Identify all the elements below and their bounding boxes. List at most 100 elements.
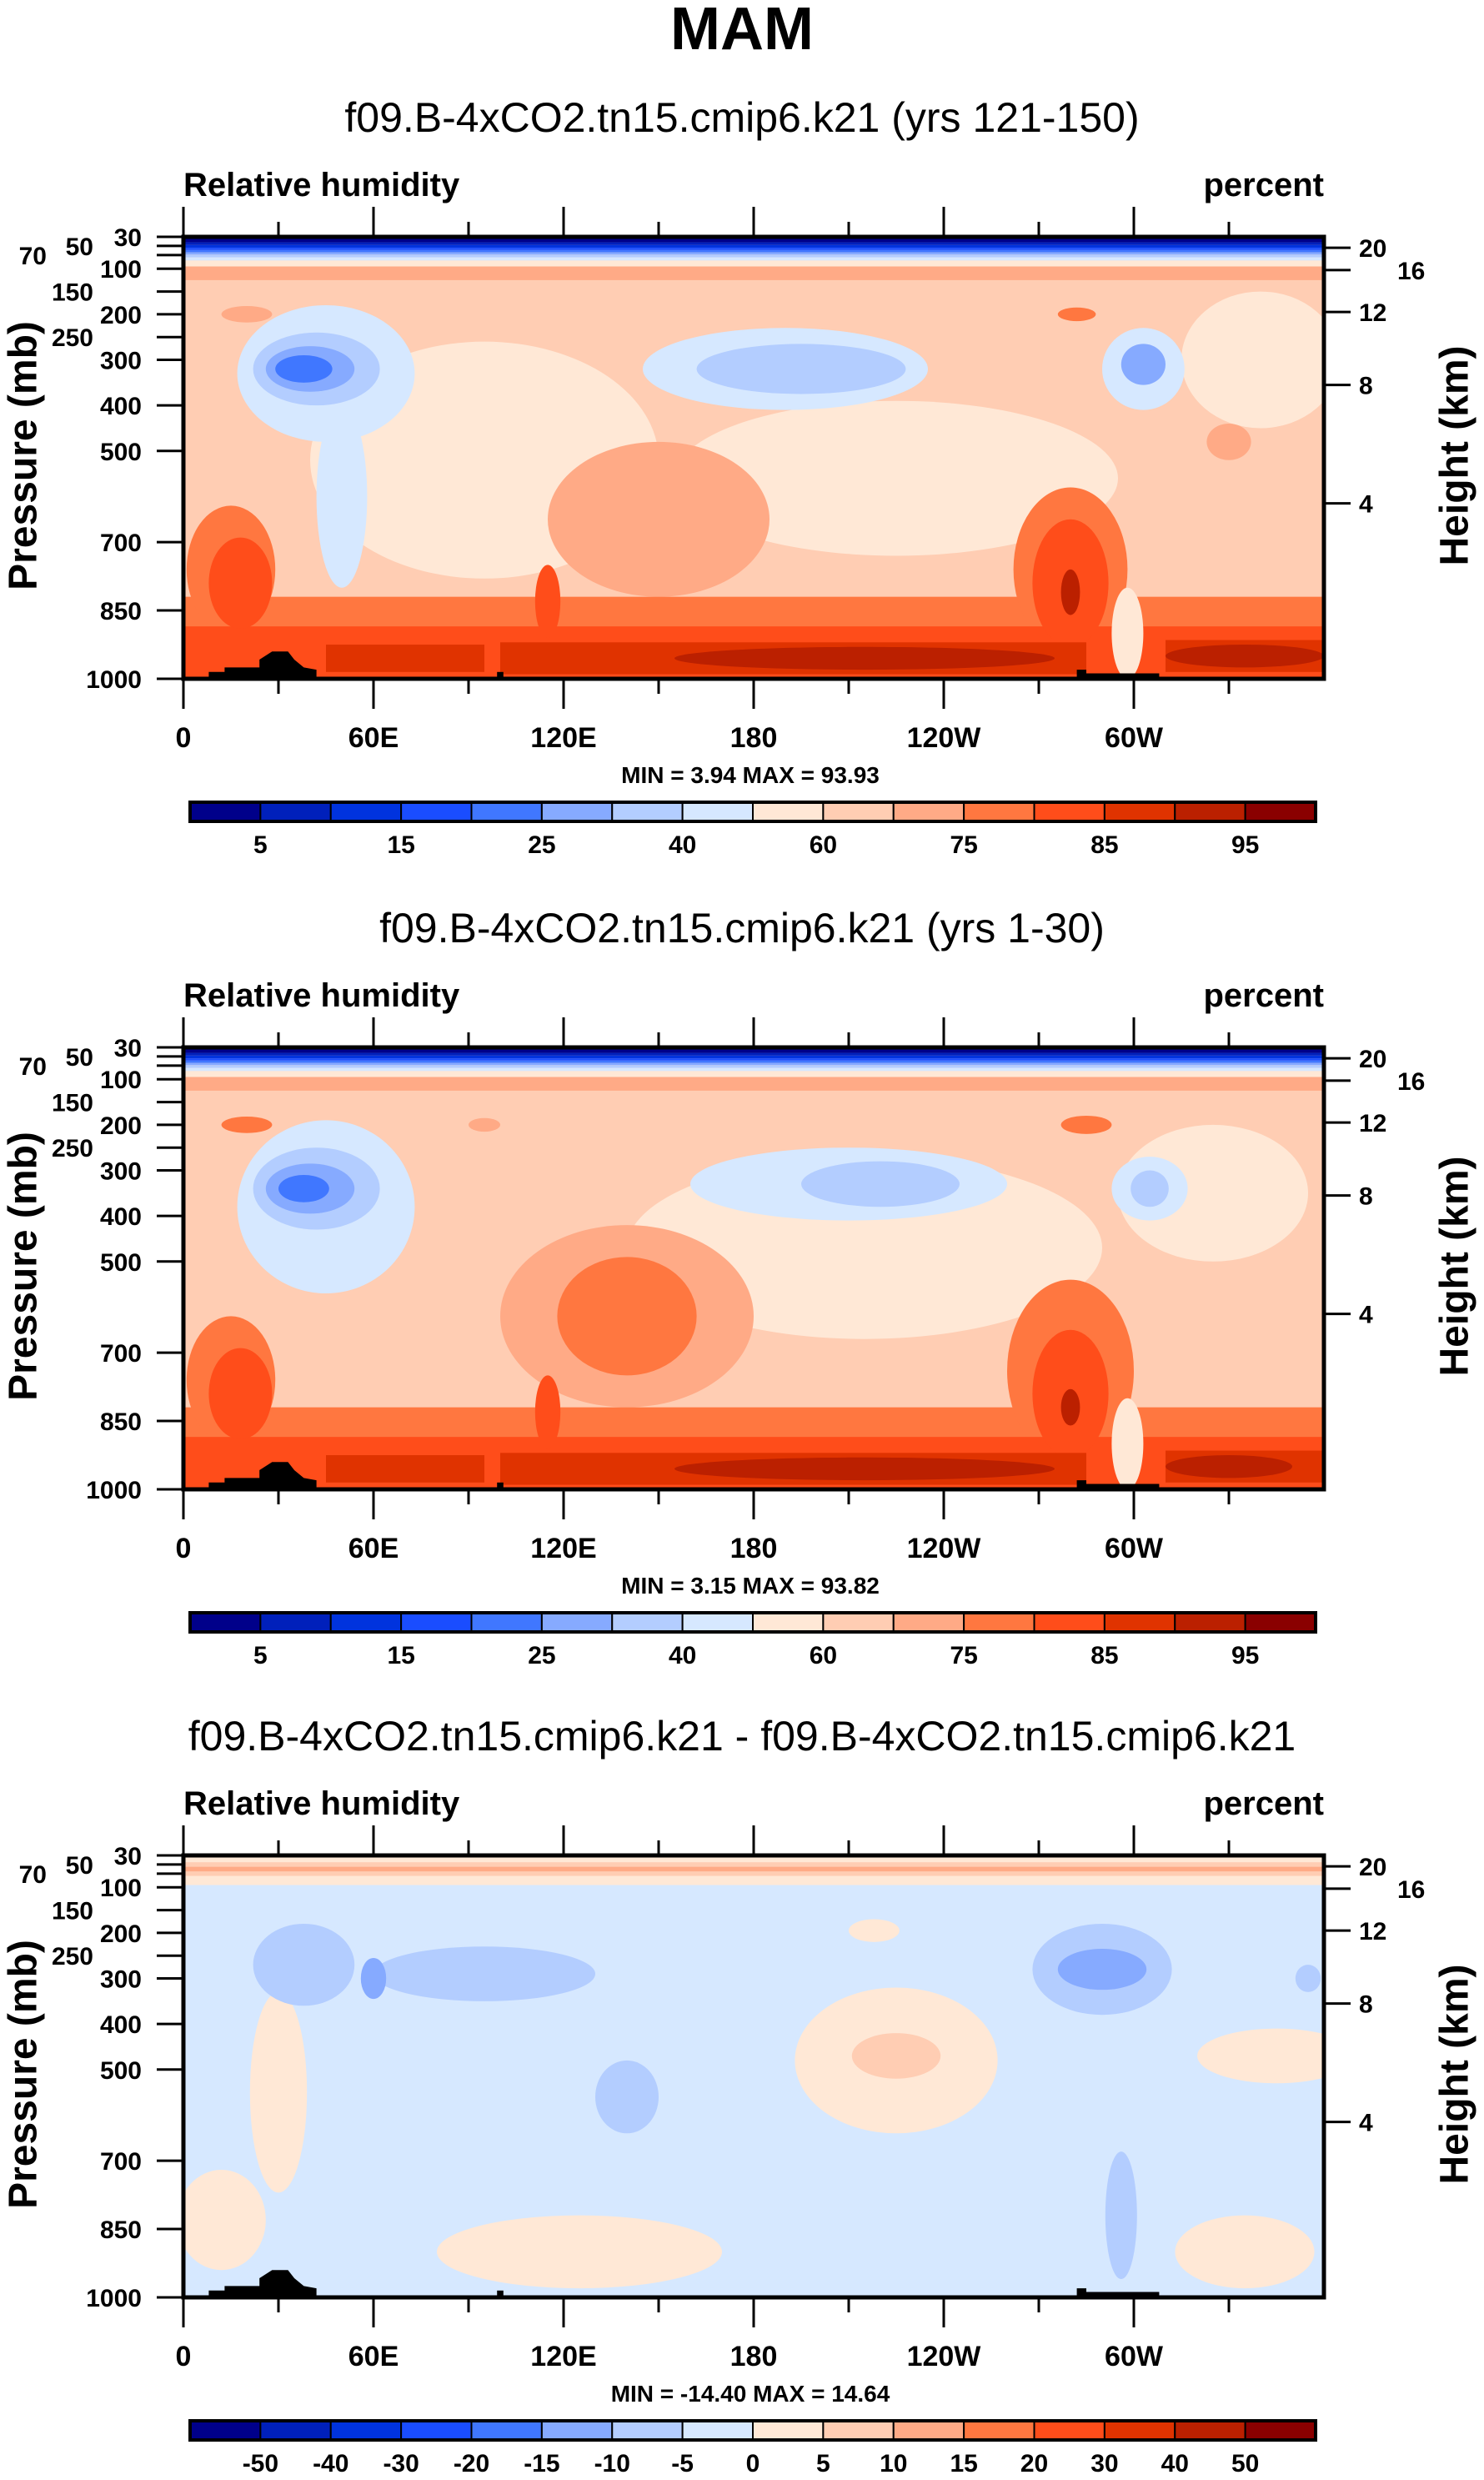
y-tick-label: 100 bbox=[100, 1875, 142, 1902]
contour-region bbox=[437, 2215, 722, 2289]
colorbar-label: 30 bbox=[1090, 2450, 1118, 2477]
x-tick-label: 180 bbox=[730, 722, 778, 754]
colorbar-label: 15 bbox=[387, 831, 414, 859]
colorbar-box bbox=[540, 1612, 614, 1633]
y2-tick-label: 4 bbox=[1359, 2110, 1373, 2137]
colorbar-label: 60 bbox=[810, 831, 837, 859]
y-tick-label: 250 bbox=[52, 1943, 93, 1970]
colorbar-label: 40 bbox=[669, 831, 696, 859]
colorbar-box bbox=[681, 1612, 754, 1633]
colorbar-label: 20 bbox=[1020, 2450, 1048, 2477]
land-mask bbox=[208, 2270, 317, 2297]
colorbar-label: 5 bbox=[253, 831, 268, 859]
contour-fills bbox=[183, 1855, 1324, 2297]
y-tick-label: 100 bbox=[100, 1067, 142, 1094]
contour-region bbox=[1060, 1115, 1112, 1134]
contour-region bbox=[557, 1257, 697, 1376]
contour-band bbox=[183, 1065, 1324, 1068]
contour-region bbox=[1111, 587, 1144, 679]
colorbar-box bbox=[189, 2420, 262, 2441]
y-tick-label: 400 bbox=[100, 393, 142, 420]
contour-region bbox=[1206, 424, 1251, 460]
y-tick-label: 150 bbox=[52, 1898, 93, 1925]
contour-band bbox=[183, 260, 1324, 267]
colorbar: 5 15 25 40 60 75 85 95 bbox=[188, 801, 1317, 859]
contour-band bbox=[326, 1455, 484, 1483]
contour-region bbox=[1057, 307, 1096, 322]
y-tick-label: 150 bbox=[52, 279, 93, 307]
x-tick-label: 0 bbox=[176, 1533, 192, 1564]
contour-region bbox=[208, 537, 273, 629]
contour-band bbox=[183, 248, 1324, 250]
contour-region bbox=[275, 355, 333, 383]
contour-band bbox=[183, 252, 1324, 255]
colorbar-frame bbox=[188, 801, 1317, 823]
y2-tick-label: 16 bbox=[1397, 258, 1425, 285]
y-tick-label: 200 bbox=[100, 1920, 142, 1948]
contour-region bbox=[696, 344, 906, 394]
colorbar-label: 25 bbox=[528, 1642, 555, 1669]
colorbar-box bbox=[822, 1612, 895, 1633]
y-tick-label: 150 bbox=[52, 1090, 93, 1117]
x-tick-label: 120W bbox=[907, 2341, 982, 2372]
colorbar-box bbox=[611, 1612, 684, 1633]
contour-region bbox=[534, 565, 561, 638]
y-tick-label: 70 bbox=[19, 1861, 47, 1889]
y2-tick-label: 16 bbox=[1397, 1068, 1425, 1096]
x-tick-label: 120E bbox=[530, 722, 596, 754]
y-tick-label: 500 bbox=[100, 439, 142, 466]
colorbar-box bbox=[1244, 1612, 1316, 1633]
x-tick-label: 120W bbox=[907, 722, 982, 754]
land-mask bbox=[1076, 2288, 1160, 2297]
y-tick-label: 300 bbox=[100, 1158, 142, 1186]
y2-tick-label: 20 bbox=[1359, 1046, 1386, 1073]
colorbar-box bbox=[1174, 1612, 1246, 1633]
contour-region bbox=[1166, 645, 1324, 668]
y2-tick-label: 8 bbox=[1359, 373, 1373, 400]
y2-axis-title: Height (km) bbox=[1432, 1156, 1477, 1377]
x-tick-label: 60E bbox=[348, 2341, 399, 2372]
x-tick-label: 60W bbox=[1105, 1533, 1164, 1564]
panel-subtitle: f09.B-4xCO2.tn15.cmip6.k21 (yrs 121-150) bbox=[344, 94, 1140, 141]
contour-region bbox=[674, 400, 1118, 556]
contour-band bbox=[183, 1055, 1324, 1059]
colorbar-label: -30 bbox=[383, 2450, 419, 2477]
contour-region bbox=[1060, 1388, 1080, 1426]
colorbar-label: 85 bbox=[1090, 831, 1118, 859]
contour-region bbox=[249, 1991, 308, 2193]
colorbar-box bbox=[963, 1612, 1035, 1633]
colorbar-label: -10 bbox=[594, 2450, 630, 2477]
land-mask bbox=[208, 651, 317, 679]
y-tick-label: 50 bbox=[66, 1852, 93, 1880]
colorbar-frame bbox=[188, 1611, 1317, 1634]
contour-region bbox=[1060, 569, 1080, 615]
colorbar-box bbox=[963, 801, 1035, 822]
x-tick-label: 180 bbox=[730, 1533, 778, 1564]
colorbar-label: 25 bbox=[528, 831, 555, 859]
contour-band bbox=[183, 1062, 1324, 1066]
colorbar-box bbox=[1244, 2420, 1316, 2441]
colorbar-label: 10 bbox=[880, 2450, 907, 2477]
contour-fills bbox=[183, 237, 1324, 679]
y2-tick-label: 12 bbox=[1359, 1918, 1386, 1945]
colorbar-label: -50 bbox=[243, 2450, 278, 2477]
colorbar-label: 15 bbox=[387, 1642, 414, 1669]
colorbar-box bbox=[259, 1612, 332, 1633]
y-tick-label: 30 bbox=[114, 1843, 142, 1870]
colorbar-box bbox=[1103, 1612, 1176, 1633]
colorbar-label: 75 bbox=[950, 831, 977, 859]
y-tick-label: 1000 bbox=[86, 2285, 142, 2312]
contour-background bbox=[183, 1855, 1324, 2297]
colorbar-label: 75 bbox=[950, 1642, 977, 1669]
colorbar: 5 15 25 40 60 75 85 95 bbox=[188, 1611, 1317, 1669]
land-mask bbox=[208, 1462, 317, 1489]
y-tick-label: 50 bbox=[66, 1044, 93, 1072]
colorbar-box bbox=[540, 801, 614, 822]
colorbar-box bbox=[963, 2420, 1035, 2441]
contour-region bbox=[534, 1375, 561, 1448]
contour-region bbox=[221, 1117, 273, 1133]
y2-tick-label: 4 bbox=[1359, 1302, 1373, 1329]
y2-tick-label: 12 bbox=[1359, 299, 1386, 327]
contour-region bbox=[595, 2060, 659, 2134]
x-tick-label: 120E bbox=[530, 1533, 596, 1564]
